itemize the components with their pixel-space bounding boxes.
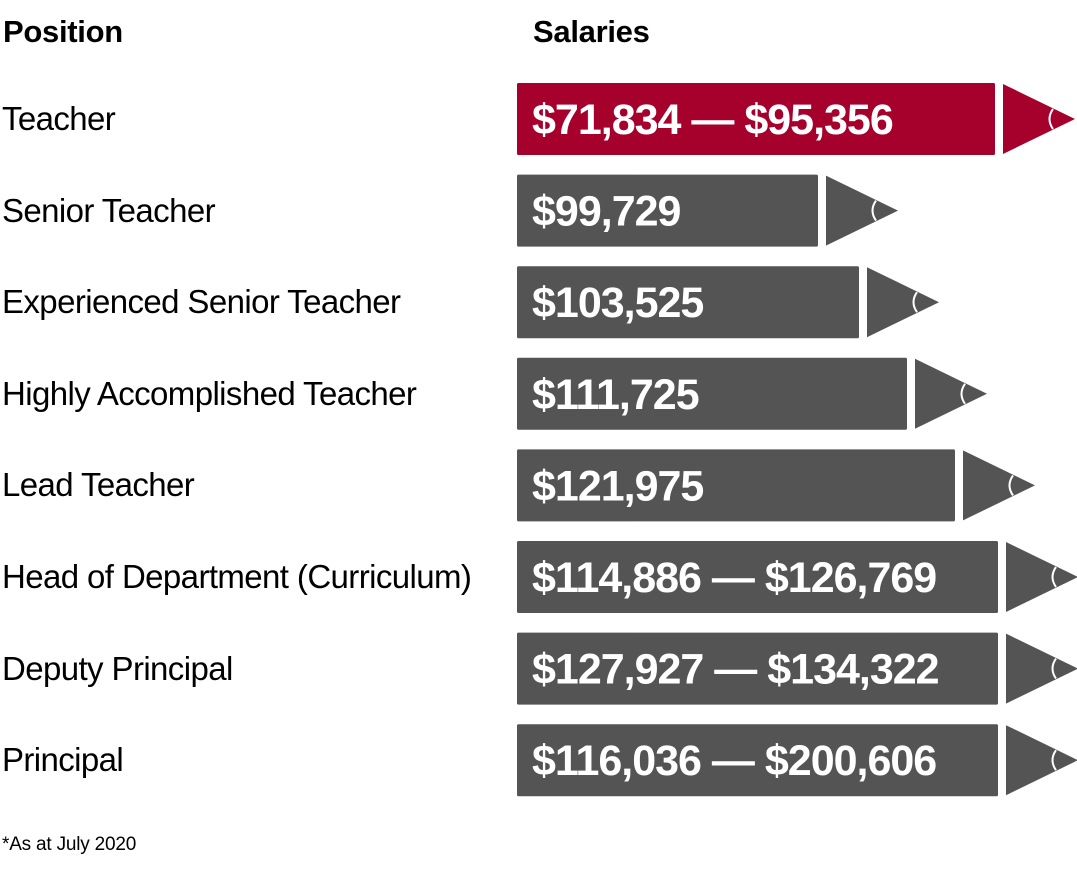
pencil-tip-icon: [826, 175, 898, 246]
bar-body: [517, 174, 818, 247]
footnote: *As at July 2020: [2, 834, 137, 855]
position-label-senior-teacher: Senior Teacher: [2, 191, 216, 229]
salary-bar-teacher: $71,834 — $95,356: [517, 83, 1075, 155]
pencil-tip-icon: [867, 267, 939, 338]
position-label-principal: Principal: [2, 741, 124, 779]
bar-body: [517, 83, 995, 155]
bar-body: [517, 357, 907, 430]
position-column-header: Position: [3, 14, 123, 49]
position-label-head-of-department-curriculum: Head of Department (Curriculum): [2, 558, 472, 595]
bar-body: [517, 541, 998, 613]
pencil-lead-icon: [960, 383, 966, 405]
pencil-tip-icon: [1006, 542, 1077, 612]
bar-value-label: $103,525: [532, 279, 703, 327]
pencil-tip-icon: [915, 358, 987, 429]
pencil-lead-icon: [1051, 658, 1057, 680]
salary-bar-highly-accomplished-teacher: $111,725: [517, 357, 987, 430]
salary-bar-lead-teacher: $121,975: [517, 449, 1035, 522]
pencil-lead-icon: [1008, 474, 1014, 496]
bar-value-label: $71,834 — $95,356: [532, 96, 893, 144]
bar-value-label: $111,725: [532, 371, 699, 419]
position-label-teacher: Teacher: [2, 100, 116, 137]
salaries-column-header: Salaries: [533, 14, 650, 49]
bar-value-label: $114,886 — $126,769: [532, 554, 936, 602]
bar-value-label: $127,927 — $134,322: [532, 646, 939, 694]
pencil-tip-icon: [963, 450, 1035, 521]
pencil-lead-icon: [1051, 749, 1057, 771]
pencil-lead-icon: [1048, 108, 1054, 130]
bar-body: [517, 266, 859, 339]
position-label-deputy-principal: Deputy Principal: [2, 649, 233, 687]
pencil-lead-icon: [871, 200, 877, 222]
bar-value-label: $116,036 — $200,606: [532, 737, 936, 785]
bar-value-label: $121,975: [532, 462, 703, 510]
salary-bar-experienced-senior-teacher: $103,525: [517, 266, 939, 339]
pencil-lead-icon: [1051, 566, 1057, 588]
bar-value-label: $99,729: [532, 188, 681, 236]
salary-bar-deputy-principal: $127,927 — $134,322: [517, 632, 1077, 705]
salary-bar-principal: $116,036 — $200,606: [517, 724, 1077, 797]
salary-bar-chart: $71,834 — $95,356 $99,729 $103,525 $111,725…: [517, 83, 1077, 797]
pencil-lead-icon: [912, 291, 918, 313]
bar-body: [517, 724, 998, 797]
bar-body: [517, 632, 998, 705]
position-label-experienced-senior-teacher: Experienced Senior Teacher: [2, 283, 401, 321]
bar-body: [517, 449, 955, 522]
pencil-tip-icon: [1006, 633, 1077, 704]
salary-bar-senior-teacher: $99,729: [517, 174, 898, 247]
position-label-highly-accomplished-teacher: Highly Accomplished Teacher: [2, 374, 417, 412]
pencil-tip-icon: [1003, 84, 1075, 154]
pencil-tip-icon: [1006, 725, 1077, 796]
salary-bar-head-of-department-curriculum: $114,886 — $126,769: [517, 541, 1077, 613]
position-label-lead-teacher: Lead Teacher: [2, 466, 195, 504]
